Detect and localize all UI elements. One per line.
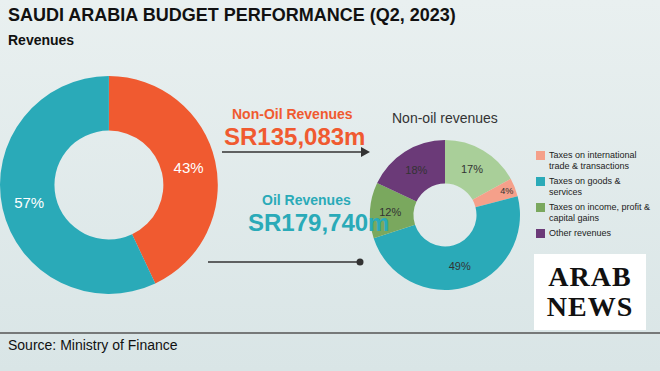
svg-text:17%: 17% <box>461 163 483 175</box>
svg-text:43%: 43% <box>174 159 204 176</box>
svg-text:18%: 18% <box>405 164 427 176</box>
svg-text:4%: 4% <box>500 186 513 196</box>
svg-text:49%: 49% <box>449 260 471 272</box>
svg-text:57%: 57% <box>14 194 44 211</box>
